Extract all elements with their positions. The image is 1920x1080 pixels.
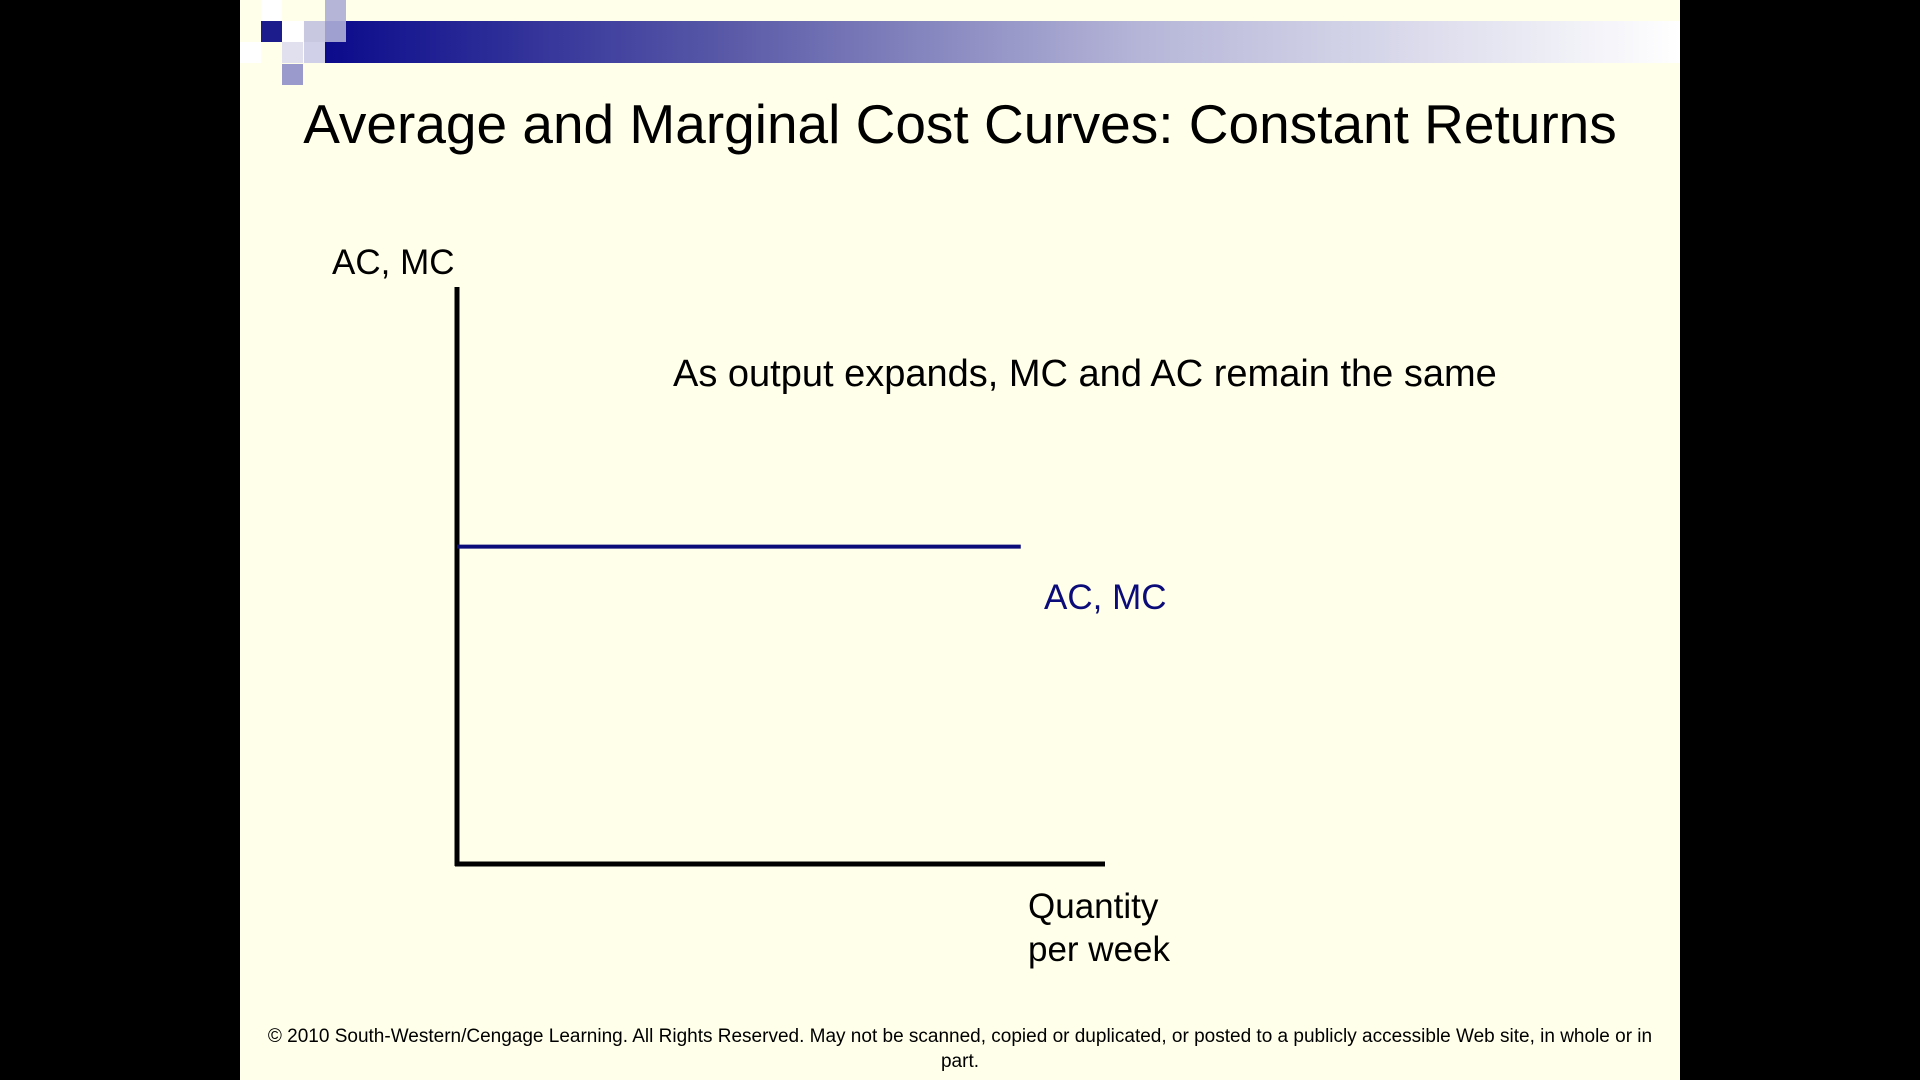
x-axis-label-line2: per week: [1028, 930, 1171, 969]
y-axis-label: AC, MC: [332, 243, 455, 282]
x-axis-label: Quantity per week: [1028, 885, 1170, 971]
slide-title: Average and Marginal Cost Curves: Consta…: [303, 93, 1617, 155]
decor-square: [325, 21, 346, 42]
header-banner: [325, 21, 1680, 63]
decor-square: [304, 42, 325, 63]
slide: Average and Marginal Cost Curves: Consta…: [240, 0, 1680, 1080]
cost-curve-chart: [454, 287, 1105, 867]
decor-square: [282, 21, 303, 42]
decor-square: [304, 21, 325, 42]
chart-annotation: As output expands, MC and AC remain the …: [673, 353, 1497, 395]
decor-square: [261, 0, 282, 21]
series-label-ac-mc: AC, MC: [1044, 578, 1167, 617]
decor-square: [282, 64, 303, 85]
copyright-footer: © 2010 South-Western/Cengage Learning. A…: [267, 1026, 1653, 1072]
x-axis-label-line1: Quantity: [1028, 887, 1159, 926]
decor-square: [282, 42, 303, 63]
decor-square: [325, 0, 346, 21]
decor-square: [240, 42, 261, 63]
decor-square: [261, 21, 282, 42]
